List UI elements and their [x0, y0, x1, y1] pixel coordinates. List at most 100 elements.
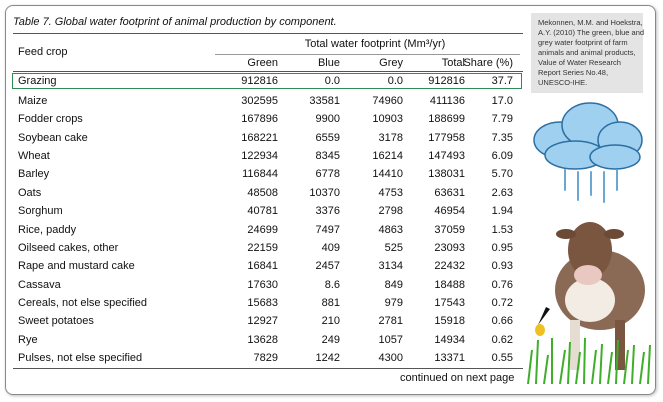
cell: 979 [384, 296, 403, 309]
cell: 74960 [372, 95, 403, 107]
row-header: Feed crop [18, 46, 68, 58]
cell: 10370 [309, 186, 340, 199]
cell: 17630 [247, 278, 278, 291]
cell: 6.09 [491, 150, 513, 163]
cell: 2457 [315, 260, 340, 273]
cell: 1.94 [491, 205, 513, 218]
cell: 8.6 [324, 278, 340, 291]
frame [5, 5, 656, 395]
cell: 22159 [247, 241, 278, 254]
row-label: Sweet potatoes [18, 315, 94, 328]
group-header: Total water footprint (Mm³/yr) [304, 38, 446, 50]
cell: 7829 [253, 352, 278, 365]
cell: 849 [384, 278, 403, 291]
cell: 48508 [247, 186, 278, 199]
cell: 6559 [315, 131, 340, 144]
cell: 249 [321, 333, 340, 346]
cell: 7497 [315, 223, 340, 236]
cell: 13628 [247, 333, 278, 346]
cell: 7.79 [491, 113, 513, 126]
cell: 177958 [428, 131, 465, 144]
cell: 188699 [428, 113, 465, 126]
cell: 40781 [247, 205, 278, 218]
cell: 122934 [241, 150, 278, 163]
cell: 14934 [434, 333, 465, 346]
cell: 16841 [247, 260, 278, 273]
rule [13, 368, 523, 369]
cell: 37059 [434, 223, 465, 236]
cell: 3178 [378, 131, 403, 144]
cell: 0.93 [491, 260, 513, 273]
cell: 2781 [378, 315, 403, 328]
citation-line: Mekonnen, M.M. and Hoekstra, [538, 18, 643, 27]
citation-line: Report Series No.48, [538, 68, 609, 77]
row-label: Pulses, not else specified [18, 352, 143, 365]
cell: 147493 [428, 150, 465, 163]
cell: 4300 [378, 352, 403, 365]
citation-box: Mekonnen, M.M. and Hoekstra, A.Y. (2010) … [531, 13, 645, 93]
cell: 0.0 [324, 75, 340, 87]
cell: 24699 [247, 223, 278, 236]
cell: 8345 [315, 150, 340, 163]
citation-line: grey water footprint of farm [538, 38, 628, 47]
row-label: Cereals, not else specified [18, 296, 148, 309]
row-label: Wheat [18, 150, 50, 163]
cell: 302595 [241, 95, 278, 107]
cell: 0.0 [387, 75, 403, 87]
cell: 0.55 [491, 352, 513, 365]
cell: 14410 [372, 168, 403, 181]
row-label: Rape and mustard cake [18, 260, 135, 273]
citation-line: animals and animal products, [538, 48, 636, 57]
column-header: Blue [317, 57, 340, 69]
cell: 33581 [309, 95, 340, 107]
row-label: Cassava [18, 278, 61, 291]
cell: 17543 [434, 296, 465, 309]
cell: 23093 [434, 241, 465, 254]
highlight-box [12, 73, 522, 89]
cloud [533, 102, 643, 203]
citation-line: UNESCO-IHE. [538, 78, 588, 87]
table-title: Table 7. Global water footprint of anima… [13, 16, 337, 28]
row-label: Rice, paddy [18, 223, 77, 236]
cell: 0.72 [491, 296, 513, 309]
grass [527, 337, 651, 385]
cell: 15683 [247, 296, 278, 309]
cell: 3134 [378, 260, 403, 273]
cell: 17.0 [491, 95, 513, 107]
row-label: Oats [18, 186, 42, 199]
cell: 409 [321, 241, 340, 254]
citation-line: A.Y. (2010) The green, blue and [538, 28, 645, 37]
cell: 1057 [378, 333, 403, 346]
row-label: Barley [18, 168, 50, 181]
cell: 525 [384, 241, 403, 254]
cell: 116844 [242, 168, 278, 181]
rule [13, 71, 523, 72]
cell: 63631 [434, 186, 465, 199]
row-label: Fodder crops [18, 113, 83, 126]
cow [535, 222, 645, 370]
cell: 6778 [315, 168, 340, 181]
row-label: Rye [18, 333, 38, 346]
cell: 168221 [241, 131, 278, 144]
cell: 881 [321, 296, 340, 309]
column-header: Green [247, 57, 278, 69]
cell: 0.66 [491, 315, 513, 328]
cell: 18488 [434, 278, 465, 291]
citation-line: Value of Water Research [538, 58, 621, 67]
rule [215, 54, 520, 55]
cell: 15918 [434, 315, 465, 328]
cell: 46954 [434, 205, 465, 218]
cell: 12927 [247, 315, 278, 328]
cell: 2.63 [491, 186, 513, 199]
cell: 22432 [434, 260, 465, 273]
row-label: Oilseed cakes, other [18, 241, 119, 254]
cell: 411136 [429, 95, 465, 107]
cell: 0.62 [491, 333, 513, 346]
row-label: Soybean cake [18, 131, 88, 144]
cell: 10903 [372, 113, 403, 126]
cell: 912816 [428, 75, 465, 87]
cell: 2798 [378, 205, 403, 218]
column-header: Total [441, 57, 465, 69]
